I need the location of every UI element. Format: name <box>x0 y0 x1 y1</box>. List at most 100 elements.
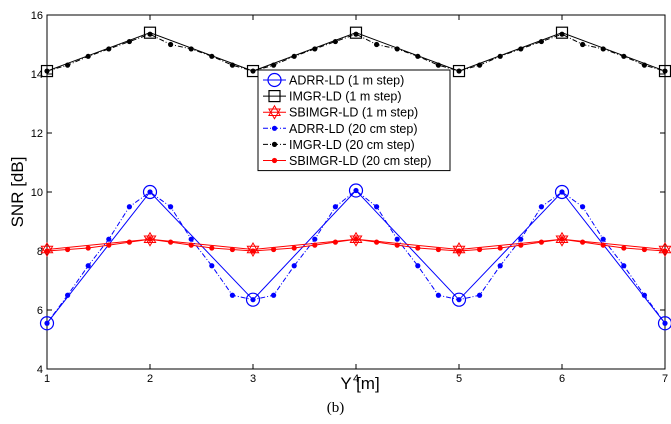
figure-caption: (b) <box>326 400 345 416</box>
data-point <box>40 64 54 78</box>
data-point <box>209 53 215 59</box>
legend-marker <box>267 72 282 88</box>
data-point <box>456 297 462 303</box>
data-point <box>394 46 400 52</box>
data-point <box>559 236 565 242</box>
data-point <box>332 204 338 210</box>
series-layer <box>39 26 671 331</box>
series-6 <box>44 236 668 254</box>
data-point <box>65 246 71 253</box>
x-tick-label: 7 <box>662 373 668 385</box>
data-point <box>374 239 380 245</box>
data-point <box>477 292 483 298</box>
data-point <box>600 236 606 242</box>
data-point <box>518 236 524 242</box>
legend-box <box>257 69 451 172</box>
data-point <box>538 239 545 245</box>
hexagram-tri-down <box>349 235 363 247</box>
legend-label: SBIMGR-LD (1 m step) <box>289 106 418 120</box>
legend-label: IMGR-LD (20 cm step) <box>289 138 415 152</box>
data-point <box>555 231 569 247</box>
data-point <box>229 62 235 68</box>
data-point <box>188 236 194 242</box>
data-point <box>497 245 503 251</box>
y-tick-label: 8 <box>37 246 43 258</box>
data-point <box>271 292 277 298</box>
data-point <box>126 38 132 45</box>
data-point <box>415 263 421 269</box>
data-point <box>39 316 55 331</box>
data-point <box>477 246 483 253</box>
data-point <box>332 239 338 245</box>
data-point <box>456 68 462 74</box>
x-axis-label: Y [m] <box>340 374 379 393</box>
data-point <box>229 246 235 253</box>
data-point <box>312 236 318 242</box>
data-point <box>435 292 441 298</box>
y-tick-label: 12 <box>31 128 43 140</box>
hexagram-tri-down <box>268 108 281 120</box>
data-point <box>209 263 215 269</box>
x-tick-label: 1 <box>44 373 50 385</box>
data-point <box>291 53 297 59</box>
y-tick-label: 10 <box>31 187 43 199</box>
data-point <box>229 292 235 298</box>
data-point <box>353 236 359 242</box>
data-point <box>580 239 586 245</box>
legend-label: ADRR-LD (1 m step) <box>289 74 404 88</box>
data-point <box>65 62 71 68</box>
data-point <box>538 38 545 45</box>
data-point <box>271 62 277 68</box>
data-point <box>657 316 671 331</box>
data-point <box>451 292 467 307</box>
data-point <box>353 187 359 194</box>
data-point <box>188 46 194 52</box>
data-point <box>44 248 50 254</box>
data-point <box>559 189 565 195</box>
data-point <box>65 292 71 298</box>
data-point <box>348 183 364 198</box>
data-point <box>600 46 606 52</box>
data-point <box>559 31 565 37</box>
data-point <box>497 263 503 269</box>
data-point <box>188 242 194 248</box>
data-point <box>394 242 400 248</box>
data-point <box>538 204 545 210</box>
data-point <box>85 53 91 59</box>
data-point <box>126 239 132 245</box>
data-point <box>435 246 441 253</box>
legend-marker <box>271 157 278 164</box>
legend-marker <box>268 104 281 120</box>
data-point <box>291 263 297 269</box>
hexagram-tri-down <box>143 235 157 247</box>
hexagram-tri-down <box>555 235 569 247</box>
data-point <box>580 41 586 48</box>
y-tick-label: 6 <box>37 305 43 317</box>
data-point <box>518 242 524 248</box>
data-point <box>580 204 586 210</box>
y-tick-label: 14 <box>31 69 43 81</box>
data-point <box>518 46 524 52</box>
data-point <box>142 184 158 200</box>
data-point <box>435 62 441 68</box>
data-point <box>291 245 297 251</box>
x-tick-label: 4 <box>353 373 359 385</box>
legend-item: ADRR-LD (20 cm step) <box>263 122 418 136</box>
data-point <box>662 248 668 254</box>
y-axis-label: SNR [dB] <box>8 157 27 228</box>
data-point <box>147 236 153 242</box>
legend: ADRR-LD (1 m step) IMGR-LD (1 m step) SBIM… <box>257 69 451 172</box>
data-point <box>477 62 483 68</box>
legend-item: IMGR-LD (20 cm step) <box>263 138 415 152</box>
legend-marker <box>268 89 281 103</box>
data-point <box>250 248 256 254</box>
legend-marker <box>271 141 278 147</box>
data-point <box>106 242 112 248</box>
legend-item: SBIMGR-LD (1 m step) <box>263 104 418 120</box>
data-point <box>456 248 462 254</box>
data-point <box>641 62 648 68</box>
data-point <box>497 53 503 59</box>
data-point <box>415 245 421 251</box>
data-point <box>332 38 338 45</box>
